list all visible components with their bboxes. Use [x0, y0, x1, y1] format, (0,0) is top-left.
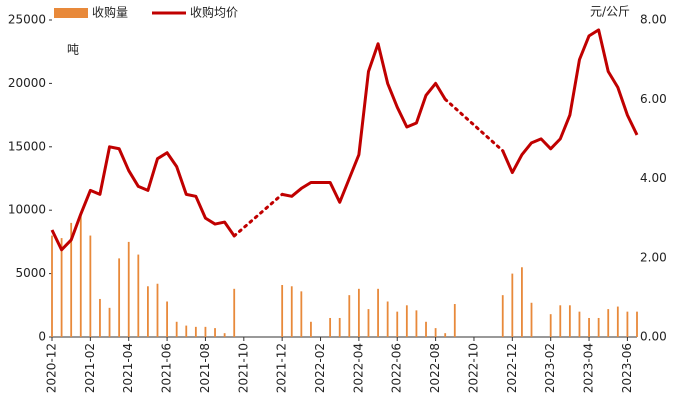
x-tick-label: 2021-08	[198, 343, 212, 393]
bar	[568, 305, 571, 337]
bar	[147, 286, 149, 337]
x-tick-label: 2021-02	[83, 343, 97, 393]
bar	[434, 328, 437, 337]
y-axis-label: 吨	[67, 43, 79, 57]
bar	[597, 317, 600, 337]
bar	[281, 285, 284, 337]
bar	[386, 301, 389, 337]
bar	[578, 311, 581, 337]
bar	[175, 321, 178, 337]
bar	[118, 258, 121, 337]
x-tick-label: 2022-12	[505, 343, 519, 393]
x-tick-label: 2021-12	[275, 343, 289, 393]
bar	[166, 301, 168, 337]
y-tick-label: 20000	[8, 76, 46, 90]
bar	[348, 295, 351, 337]
legend-swatch	[54, 8, 88, 18]
bar	[501, 295, 504, 337]
x-tick-label: 2022-08	[428, 343, 442, 393]
bar	[377, 288, 379, 337]
bar	[310, 321, 312, 337]
bar	[444, 333, 447, 337]
y2-axis-label: 元/公斤	[590, 5, 630, 19]
y2-tick-label: 8.00	[640, 13, 667, 27]
bar	[626, 311, 629, 337]
price-line	[501, 28, 639, 175]
bar	[425, 321, 427, 337]
y-tick-label: 25000	[8, 13, 46, 27]
price-line	[50, 145, 236, 252]
bar	[79, 212, 82, 337]
bar	[367, 309, 370, 337]
bar	[357, 288, 360, 337]
bar	[530, 302, 533, 337]
bar	[204, 326, 207, 337]
legend-label: 收购均价	[190, 5, 238, 20]
bar	[588, 317, 590, 337]
bar	[290, 286, 293, 337]
bar	[549, 314, 552, 337]
bar	[338, 317, 341, 337]
x-tick-label: 2022-06	[390, 343, 404, 393]
bar	[405, 305, 408, 337]
gap-connector	[232, 192, 284, 238]
y-tick-label: 0	[38, 330, 46, 344]
bar	[127, 241, 130, 337]
bar	[194, 326, 197, 337]
bar	[607, 309, 610, 337]
x-tick-label: 2023-06	[620, 343, 634, 393]
x-tick-label: 2022-04	[351, 343, 365, 393]
x-tick-label: 2022-02	[313, 343, 327, 393]
y2-tick-label: 2.00	[640, 250, 667, 264]
gap-connector	[443, 97, 505, 153]
y-tick-label: 10000	[8, 203, 46, 217]
legend-label: 收购量	[92, 5, 128, 20]
bar	[511, 273, 514, 337]
x-tick-label: 2023-02	[543, 343, 557, 393]
y-tick-label: 15000	[8, 139, 46, 153]
bar	[396, 311, 399, 337]
x-tick-label: 2021-06	[160, 343, 174, 393]
y2-tick-label: 0.00	[640, 330, 667, 344]
bar	[99, 298, 101, 337]
y-tick-label: 5000	[15, 266, 46, 280]
bar	[89, 235, 92, 337]
bar	[636, 311, 638, 337]
price-line	[281, 42, 447, 204]
bar	[137, 254, 140, 337]
bar	[521, 267, 523, 337]
bar	[223, 333, 226, 337]
bar	[453, 304, 456, 337]
bar	[185, 325, 188, 337]
bar	[233, 288, 236, 337]
x-tick-label: 2022-10	[466, 343, 480, 393]
bar	[559, 305, 562, 337]
bar	[415, 310, 418, 337]
x-tick-label: 2021-10	[236, 343, 250, 393]
x-tick-label: 2023-04	[582, 343, 596, 393]
bar	[616, 306, 619, 337]
x-tick-label: 2021-04	[121, 343, 135, 393]
y2-tick-label: 6.00	[640, 92, 667, 106]
y2-tick-label: 4.00	[640, 171, 667, 185]
bar	[70, 222, 73, 337]
bar	[300, 291, 303, 337]
x-tick-label: 2020-12	[45, 343, 59, 393]
bar	[156, 283, 159, 337]
bar	[214, 328, 216, 337]
bar	[51, 235, 53, 337]
bar	[60, 238, 63, 337]
bar	[108, 307, 111, 337]
bar	[329, 317, 332, 337]
